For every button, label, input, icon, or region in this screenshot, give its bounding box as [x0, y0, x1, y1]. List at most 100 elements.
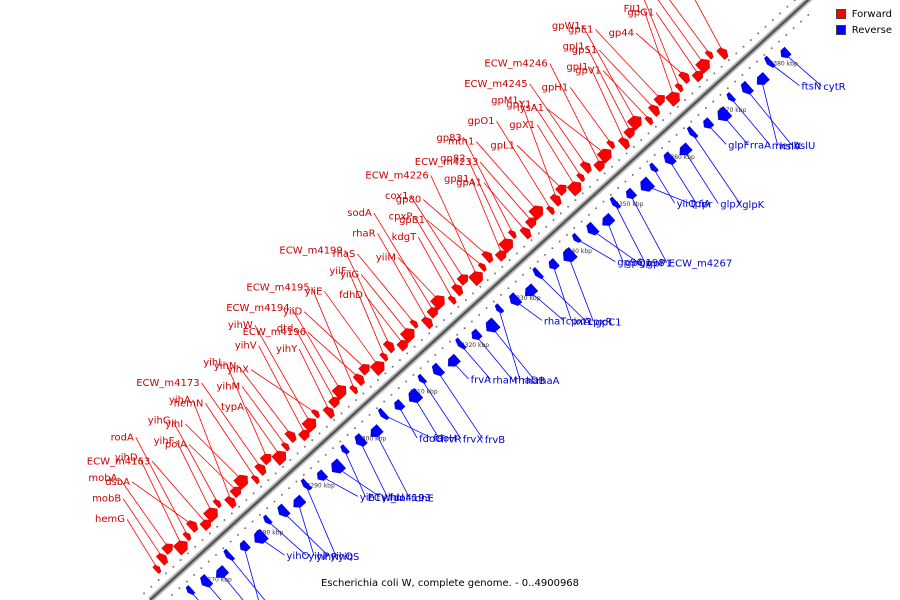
forward-gene-label-ecw-m4226: ECW_m4226 [365, 171, 428, 182]
reverse-gene-label-glpf: glpF [728, 140, 749, 151]
reverse-feature-rhad [471, 328, 483, 341]
forward-feature-yihl [259, 453, 272, 466]
tick-forward [377, 379, 379, 381]
tick-reverse [734, 80, 736, 83]
forward-gene-label-typa: typA [221, 402, 244, 413]
forward-leader-cox1 [410, 195, 465, 279]
reverse-leader-rhad [475, 335, 513, 380]
tick-forward [304, 445, 306, 448]
forward-gene-label-soda: sodA [347, 208, 372, 219]
reverse-gene-label-ecw-m4193: ECW_m4193 [368, 493, 431, 504]
tick-forward [655, 125, 657, 128]
tick-reverse [653, 154, 656, 156]
reverse-feature-rraa [717, 106, 733, 122]
reverse-gene-label-hslu: hslU [794, 141, 816, 152]
forward-leader-yihi [184, 423, 243, 481]
tick-reverse [778, 40, 780, 43]
forward-feature-gp82 [498, 238, 514, 254]
tick-forward [633, 145, 635, 148]
forward-gene-label-cpxp: cpxP [389, 212, 413, 223]
tick-forward [735, 52, 738, 55]
tick-reverse [251, 520, 254, 523]
forward-gene-label-gpa1: gpA1 [456, 178, 482, 189]
forward-feature-yihy [322, 406, 335, 420]
reverse-gene-label-fdoh: fdoH [433, 434, 457, 445]
reverse-feature-fpr [663, 151, 677, 166]
tick-reverse [683, 127, 685, 129]
tick-forward [691, 92, 694, 95]
tick-reverse [807, 14, 810, 16]
tick-reverse [346, 434, 349, 436]
forward-leader-yihn [238, 365, 292, 436]
forward-feature-pfka [716, 47, 729, 61]
forward-gene-labels: hemG mobB mobA yihD rodA dsbA ECW_m4163 yihF yih… [87, 4, 654, 525]
tick-reverse [705, 107, 707, 109]
forward-gene-label-yiha: yihA [169, 395, 191, 406]
forward-feature-gpi1 [617, 137, 630, 150]
tick-reverse [215, 554, 217, 556]
reverse-feature-rhaa [485, 317, 501, 333]
reverse-feature-yihp [263, 514, 273, 525]
forward-leader-fi1 [643, 0, 681, 88]
tick-reverse [602, 200, 605, 203]
tick-reverse [544, 254, 546, 256]
tick-reverse [668, 140, 671, 143]
forward-gene-label-ecw-m4199: ECW_m4199 [279, 245, 342, 256]
legend: Forward Reverse [835, 6, 892, 38]
forward-gene-label-yiig: yiiG [340, 269, 359, 280]
forward-gene-label-kdgt: kdgT [392, 232, 417, 243]
tick-reverse [463, 327, 466, 329]
tick-forward [274, 472, 277, 475]
forward-gene-label-yihf: yihF [154, 436, 175, 447]
reverse-gene-label-gpp1: gpP1 [647, 258, 672, 269]
tick-forward [326, 425, 328, 428]
tick-forward [625, 152, 628, 155]
tick-reverse [646, 160, 649, 163]
reverse-leader-gp96 [575, 238, 616, 262]
tick-reverse [727, 87, 729, 89]
forward-leader-rhar [377, 233, 429, 323]
scale-label-4320-kbp: 4320 kbp [461, 342, 489, 349]
tick-forward [786, 5, 789, 8]
forward-feature-gpd1 [695, 58, 710, 74]
reverse-gene-label-rhaa: rhaA [536, 376, 559, 387]
forward-feature-ecw-m4195 [349, 385, 359, 395]
tick-forward [486, 279, 489, 281]
reverse-feature-yihu [331, 458, 347, 474]
reverse-gene-label-yihr: yihR [316, 552, 338, 563]
reverse-leader-tpia [645, 185, 689, 204]
reverse-feature-gp98 [586, 221, 600, 236]
tick-forward [567, 205, 569, 208]
forward-feature-gpu1 [704, 50, 714, 60]
reverse-feature-mena [726, 91, 737, 103]
forward-leader-yihm [241, 386, 287, 447]
forward-feature-yihm [280, 442, 290, 452]
tick-reverse [456, 334, 459, 336]
reverse-feature-hslu [740, 80, 754, 95]
forward-gene-label-ecw-m4173: ECW_m4173 [136, 378, 199, 389]
reverse-leader-fdhe [375, 432, 410, 498]
tick-reverse [361, 420, 364, 423]
forward-leader-yiid [303, 311, 366, 369]
reverse-leader-ecw-m4193 [343, 449, 366, 498]
forward-feature-ecw-m4199 [382, 340, 395, 354]
reverse-swatch [835, 25, 846, 35]
tick-reverse [383, 400, 385, 403]
tick-reverse [185, 580, 188, 583]
forward-feature-yihx [310, 409, 320, 419]
tick-forward [669, 112, 672, 115]
tick-reverse [237, 534, 239, 536]
forward-feature-gpe1 [653, 94, 665, 107]
forward-leader-ecw-m4233 [479, 161, 533, 222]
tick-forward [764, 25, 767, 28]
forward-gene-label-gpi1: gpI1 [566, 62, 588, 73]
forward-feature-ecw-m4196 [352, 373, 365, 387]
forward-leader-gpu1 [669, 0, 711, 55]
reverse-feature-fdoh [377, 407, 390, 421]
forward-feature-ecw-m4163 [199, 519, 212, 532]
reverse-leader-gpp1 [614, 203, 646, 263]
forward-leader-dtd [295, 328, 336, 402]
legend-reverse-label: Reverse [851, 24, 892, 36]
tick-reverse [756, 60, 758, 63]
genome-backbone [147, 0, 813, 600]
